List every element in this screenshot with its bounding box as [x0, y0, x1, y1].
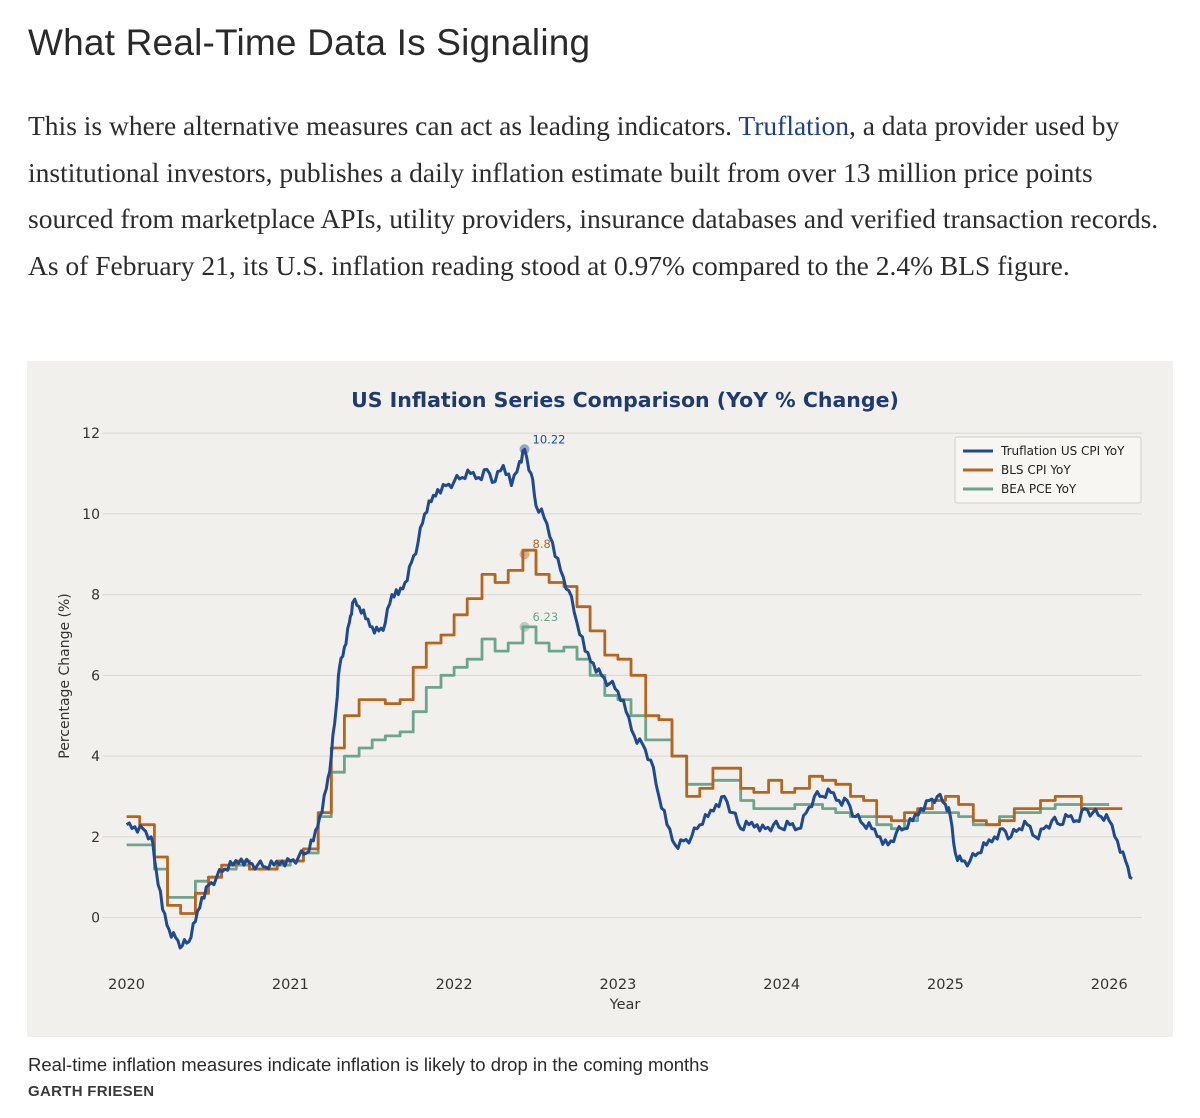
y-tick-label: 4 — [91, 749, 100, 765]
truflation-link[interactable]: Truflation — [738, 110, 849, 141]
x-tick-label: 2023 — [599, 977, 636, 993]
peak-label-bea: 6.23 — [533, 610, 559, 624]
chart-legend: Truflation US CPI YoY BLS CPI YoY BEA PCE … — [954, 436, 1142, 504]
peak-marker-bls — [519, 549, 530, 560]
chart-figure: US Inflation Series Comparison (YoY % Ch… — [27, 361, 1173, 1037]
x-tick-label: 2024 — [763, 977, 800, 993]
x-tick-label: 2021 — [272, 977, 309, 993]
series-line-truflation — [125, 447, 1133, 950]
y-tick-label: 0 — [91, 911, 100, 927]
legend-label-bea: BEA PCE YoY — [1001, 482, 1077, 496]
x-tick-label: 2026 — [1091, 977, 1128, 993]
peak-markers: 6.23 8.8 10.22 — [519, 432, 566, 632]
series-line-bea — [126, 625, 1110, 899]
peak-marker-truflation — [519, 444, 530, 455]
legend-box — [954, 436, 1142, 504]
article-paragraph: This is where alternative measures can a… — [28, 103, 1178, 289]
y-tick-label: 6 — [91, 668, 100, 684]
chart-title: US Inflation Series Comparison (YoY % Ch… — [351, 388, 899, 412]
legend-label-truflation: Truflation US CPI YoY — [1000, 444, 1125, 458]
x-tick-label: 2025 — [927, 977, 964, 993]
y-axis-label: Percentage Change (%) — [57, 593, 73, 758]
article-heading: What Real-Time Data Is Signaling — [28, 22, 591, 63]
x-axis-label: Year — [609, 997, 641, 1013]
peak-label-truflation: 10.22 — [533, 432, 566, 446]
paragraph-text-before: This is where alternative measures can a… — [28, 110, 739, 141]
x-tick-label: 2022 — [436, 977, 473, 993]
x-tick-label: 2020 — [108, 977, 145, 993]
inflation-chart: US Inflation Series Comparison (YoY % Ch… — [57, 388, 1142, 1013]
y-tick-label: 2 — [91, 830, 100, 846]
figure-credit: GARTH FRIESEN — [28, 1083, 155, 1100]
peak-label-bls: 8.8 — [533, 537, 551, 551]
gridlines — [102, 432, 1142, 919]
y-tick-label: 8 — [91, 588, 100, 604]
series-lines — [125, 447, 1133, 950]
y-tick-label: 10 — [82, 507, 100, 523]
paragraph-text-after: , a data provider used by institutional … — [28, 110, 1159, 281]
legend-label-bls: BLS CPI YoY — [1001, 463, 1071, 477]
y-tick-labels: 0 2 4 6 8 10 12 — [82, 426, 100, 926]
series-line-bls — [126, 548, 1123, 915]
peak-marker-bea — [519, 621, 530, 632]
y-tick-label: 12 — [82, 426, 100, 442]
figure-caption: Real-time inflation measures indicate in… — [28, 1054, 709, 1075]
x-tick-labels: 2020 2021 2022 2023 2024 2025 2026 — [108, 977, 1128, 993]
